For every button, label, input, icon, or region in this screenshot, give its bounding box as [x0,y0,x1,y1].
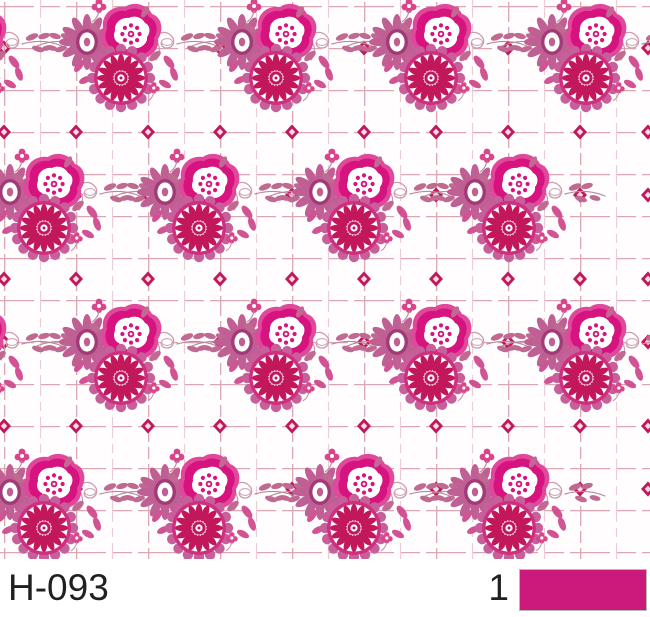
colorway-color-swatch [519,569,647,611]
caption-bar: H-093 1 [0,559,650,617]
fabric-swatch-image [0,0,650,561]
pattern-graphic [0,0,650,559]
colorway-number-label: 1 [488,567,509,608]
design-code-label: H-093 [8,567,109,608]
